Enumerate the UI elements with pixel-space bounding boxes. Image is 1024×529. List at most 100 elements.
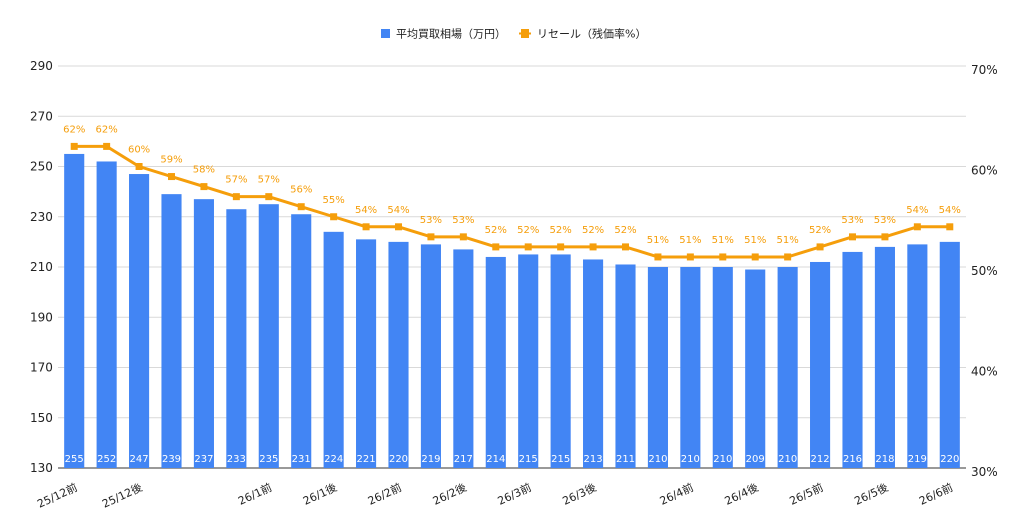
line-point — [70, 142, 78, 150]
line-point — [946, 223, 954, 231]
bar — [485, 256, 506, 468]
x-axis-tick-label: 25/12後 — [100, 480, 145, 511]
left-axis-tick-label: 150 — [30, 411, 53, 425]
bar — [680, 267, 701, 468]
line-point — [913, 223, 921, 231]
line-point — [881, 233, 889, 241]
bar — [745, 269, 766, 468]
bar-value-label: 220 — [940, 454, 959, 465]
line-point — [622, 243, 629, 251]
bar — [777, 267, 798, 468]
x-axis: 25/12前 25/12後 26/1前 26/1後 26/2前 26/2後 26/3前 26/… — [35, 480, 955, 511]
line-value-label: 58% — [193, 165, 215, 176]
bar — [226, 209, 247, 468]
bar — [291, 214, 312, 468]
left-axis-tick-label: 130 — [30, 461, 53, 475]
bar — [874, 246, 895, 468]
line-value-label: 54% — [387, 205, 409, 216]
line-point — [849, 233, 856, 241]
line-value-label: 53% — [841, 215, 863, 226]
left-axis-tick-label: 190 — [30, 310, 53, 324]
line-value-label: 51% — [679, 235, 701, 246]
bar-value-label: 224 — [324, 454, 343, 465]
bar-value-label: 215 — [551, 454, 570, 465]
x-axis-tick-label: 26/2前 — [365, 480, 403, 508]
x-axis-tick-label: 26/4前 — [657, 480, 695, 508]
right-axis-tick-label: 40% — [971, 365, 998, 379]
bar-value-label: 210 — [648, 454, 667, 465]
resale-line — [74, 144, 950, 259]
bar — [161, 194, 182, 468]
line-value-label: 54% — [939, 205, 961, 216]
right-axis-tick-label: 30% — [971, 465, 998, 479]
left-axis-tick-label: 210 — [30, 260, 53, 274]
x-axis-tick-label: 25/12前 — [35, 480, 80, 511]
line-point — [427, 233, 435, 241]
bar-value-label: 231 — [292, 454, 311, 465]
bar — [647, 267, 668, 468]
line-value-label: 62% — [96, 124, 118, 135]
bar — [356, 239, 377, 468]
line-value-label: 53% — [874, 215, 896, 226]
line-value-label: 51% — [712, 235, 734, 246]
line-value-label: 54% — [355, 205, 377, 216]
line-value-label: 57% — [258, 175, 280, 186]
line-value-label: 54% — [906, 205, 928, 216]
line-point — [459, 233, 467, 241]
line-value-label: 60% — [128, 145, 150, 156]
bar-value-label: 221 — [357, 454, 376, 465]
bar — [323, 231, 344, 468]
line-value-label: 57% — [225, 175, 247, 186]
line-point — [751, 253, 759, 261]
line-point — [719, 253, 727, 261]
legend-bar-label: 平均買取相場（万円） — [396, 28, 506, 41]
bar — [842, 251, 863, 468]
line-value-label: 52% — [485, 225, 507, 236]
bar-value-label: 235 — [259, 454, 278, 465]
bar — [550, 254, 571, 468]
bar-value-label: 217 — [454, 454, 473, 465]
bar-series: 255 252 247 239 237 233 235 231 224 221 220 219 217 2… — [64, 153, 960, 468]
bar-value-label: 209 — [746, 454, 765, 465]
x-axis-tick-label: 26/3後 — [560, 480, 598, 508]
bar-value-label: 252 — [97, 454, 116, 465]
x-axis-tick-label: 26/1前 — [236, 480, 274, 508]
line-point — [168, 173, 175, 181]
x-axis-tick-label: 26/5後 — [852, 480, 890, 508]
bar — [129, 174, 150, 468]
line-value-label: 51% — [777, 235, 799, 246]
line-point — [330, 213, 338, 221]
right-axis-tick-label: 60% — [971, 164, 998, 178]
bar-value-label: 237 — [194, 454, 213, 465]
bar — [96, 161, 117, 468]
line-point — [784, 253, 792, 261]
line-value-label: 53% — [420, 215, 442, 226]
bar-value-label: 210 — [713, 454, 732, 465]
line-point — [492, 243, 500, 251]
right-axis-tick-label: 50% — [971, 264, 998, 278]
left-axis-tick-label: 290 — [30, 59, 53, 73]
bar-value-label: 210 — [681, 454, 700, 465]
bar — [583, 259, 604, 468]
line-value-label: 59% — [160, 155, 182, 166]
bar-value-label: 247 — [130, 454, 149, 465]
line-value-label: 52% — [614, 225, 636, 236]
line-value-label: 52% — [550, 225, 572, 236]
right-axis: 30% 40% 50% 60% 70% — [971, 63, 998, 479]
legend-line-label: リセール（残価率%） — [537, 27, 646, 41]
line-series: 62% 62% 60% 59% 58% 57% 57% 56% 55% 54% 54% 53% 53% 5… — [63, 124, 961, 261]
line-value-label: 53% — [452, 215, 474, 226]
bar — [420, 244, 441, 468]
bar-value-label: 210 — [778, 454, 797, 465]
bar — [453, 249, 474, 468]
line-value-label: 52% — [582, 225, 604, 236]
line-value-label: 52% — [809, 225, 831, 236]
legend-line-swatch — [521, 29, 529, 38]
bar — [388, 241, 409, 468]
line-point — [524, 243, 532, 251]
bar-value-label: 219 — [908, 454, 927, 465]
bar — [939, 241, 960, 468]
line-point — [265, 193, 273, 201]
line-point — [200, 183, 208, 191]
